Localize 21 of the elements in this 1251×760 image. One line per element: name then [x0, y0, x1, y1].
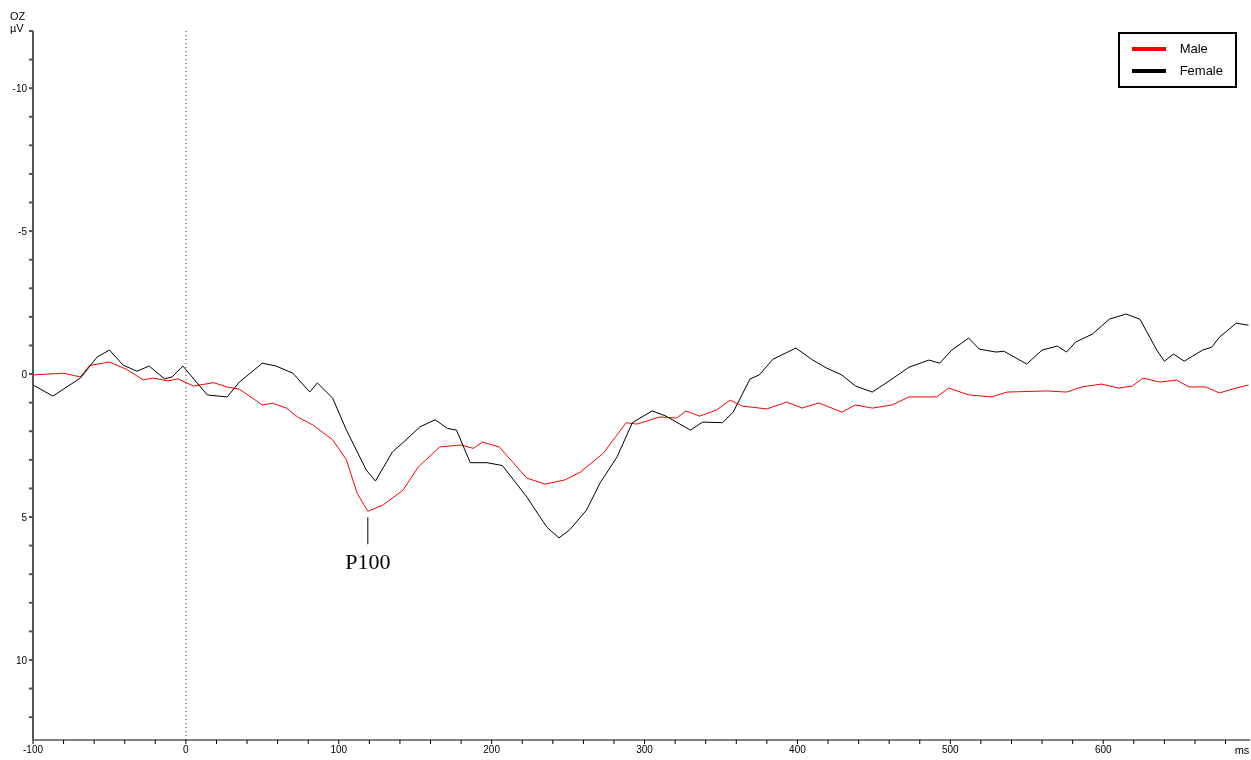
x-tick-label: 500	[941, 744, 960, 756]
x-tick-label: 300	[636, 744, 654, 756]
x-tick-label: 100	[330, 744, 348, 756]
x-axis-title: ms	[1234, 744, 1250, 756]
y-tick-label: 0	[21, 368, 28, 380]
x-tick-label: 0	[183, 744, 190, 756]
line-series	[33, 361, 1249, 512]
x-tick-label: 600	[1094, 744, 1113, 756]
annotation: P100	[345, 549, 391, 575]
y-tick-label: -5	[18, 225, 28, 237]
y-axis-title: µV	[10, 22, 24, 34]
y-tick-label: 5	[21, 511, 28, 523]
x-tick-label: -100	[22, 744, 44, 756]
legend-label: Male	[1179, 40, 1208, 58]
x-tick-label: 200	[483, 744, 501, 756]
y-tick-label: -10	[12, 82, 28, 94]
legend-label: Female	[1179, 62, 1223, 80]
y-tick-label: 10	[15, 654, 28, 666]
chart-title: OZ	[10, 10, 26, 22]
x-tick-label: 400	[789, 744, 807, 756]
line-series	[33, 313, 1249, 539]
